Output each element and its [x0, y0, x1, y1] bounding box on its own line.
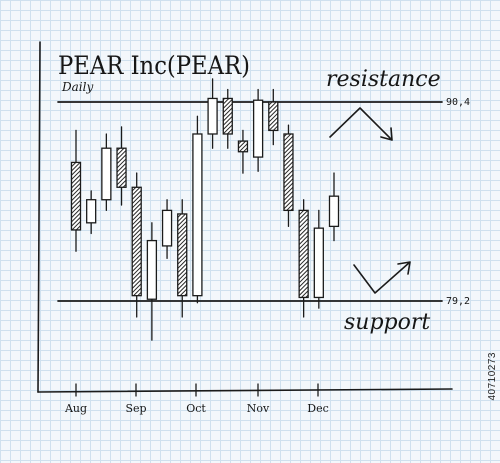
candle [237, 129, 249, 174]
candle [146, 222, 158, 341]
x-tick-label: Aug [64, 402, 87, 415]
watermark-id: 40710273 [487, 352, 498, 401]
candle [207, 78, 218, 149]
support-value-label: 79,2 [446, 296, 470, 307]
candle-body-bearish [237, 140, 249, 153]
chart-title: PEAR Inc(PEAR) [58, 51, 250, 80]
candle-body-bullish [252, 99, 264, 158]
candle [161, 199, 173, 260]
candle-body-bearish [268, 101, 279, 132]
candle-body-bullish [207, 97, 218, 135]
candle-body-bearish [222, 97, 233, 135]
candle [131, 172, 142, 318]
candle [283, 124, 294, 228]
x-tick-label: Sep [125, 402, 146, 415]
candlestick-series [70, 78, 340, 341]
candle-body-bullish [192, 133, 203, 297]
candle-body-bearish [283, 133, 294, 212]
candle [222, 88, 233, 149]
x-axis-ticks [75, 383, 319, 397]
candle [177, 199, 188, 318]
candle [86, 190, 97, 235]
candle [116, 126, 127, 206]
y-axis [37, 41, 41, 393]
candle [268, 88, 279, 146]
candle-body-bullish [328, 195, 340, 228]
candle-body-bearish [70, 161, 82, 231]
candle-body-bullish [101, 147, 112, 201]
x-axis-tick-labels: Aug Sep Oct Nov Dec [64, 402, 329, 415]
resistance-value-label: 90,4 [446, 97, 470, 108]
up-arrow-icon [353, 261, 411, 294]
candle-body-bullish [161, 209, 173, 247]
candle-body-bearish [298, 209, 309, 299]
candle [252, 88, 264, 172]
candle-body-bullish [146, 239, 158, 300]
x-tick-label: Nov [247, 402, 270, 415]
x-tick-label: Oct [186, 402, 206, 415]
candle-body-bullish [86, 199, 97, 224]
candle [70, 129, 82, 252]
candle-body-bearish [131, 186, 142, 297]
support-label: support [344, 310, 430, 335]
candle-body-bullish [313, 227, 324, 299]
candle [192, 115, 203, 304]
candle [328, 172, 340, 242]
candle [101, 133, 112, 212]
candle-body-bearish [177, 213, 188, 297]
resistance-label: resistance [326, 67, 441, 92]
x-tick-label: Dec [307, 402, 329, 415]
candle [313, 209, 324, 309]
down-arrow-icon [329, 107, 393, 141]
candle-body-bearish [116, 147, 127, 188]
x-axis [37, 388, 453, 393]
candle [298, 199, 309, 318]
chart-subtitle: Daily [61, 80, 93, 94]
